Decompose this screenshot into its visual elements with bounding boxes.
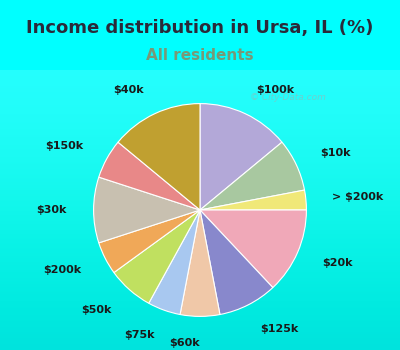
- Wedge shape: [200, 210, 273, 315]
- Text: $125k: $125k: [260, 323, 299, 334]
- Text: All residents: All residents: [146, 48, 254, 63]
- Wedge shape: [99, 210, 200, 273]
- Text: $50k: $50k: [82, 305, 112, 315]
- Wedge shape: [200, 142, 304, 210]
- Text: $100k: $100k: [257, 85, 295, 95]
- Wedge shape: [94, 177, 200, 243]
- Text: © City-Data.com: © City-Data.com: [250, 93, 326, 103]
- Text: $10k: $10k: [320, 148, 351, 158]
- Text: $30k: $30k: [37, 205, 67, 215]
- Text: Income distribution in Ursa, IL (%): Income distribution in Ursa, IL (%): [26, 19, 374, 37]
- Wedge shape: [200, 104, 282, 210]
- Wedge shape: [200, 210, 306, 288]
- Text: $150k: $150k: [45, 141, 84, 151]
- Text: $20k: $20k: [322, 258, 352, 268]
- Text: > $200k: > $200k: [332, 193, 384, 203]
- Wedge shape: [99, 142, 200, 210]
- Text: $40k: $40k: [113, 85, 143, 95]
- Text: $60k: $60k: [169, 338, 200, 348]
- Wedge shape: [118, 104, 200, 210]
- Text: $200k: $200k: [43, 265, 82, 275]
- Wedge shape: [149, 210, 200, 315]
- Wedge shape: [200, 190, 306, 210]
- Wedge shape: [180, 210, 220, 316]
- Wedge shape: [114, 210, 200, 303]
- Text: $75k: $75k: [124, 330, 155, 340]
